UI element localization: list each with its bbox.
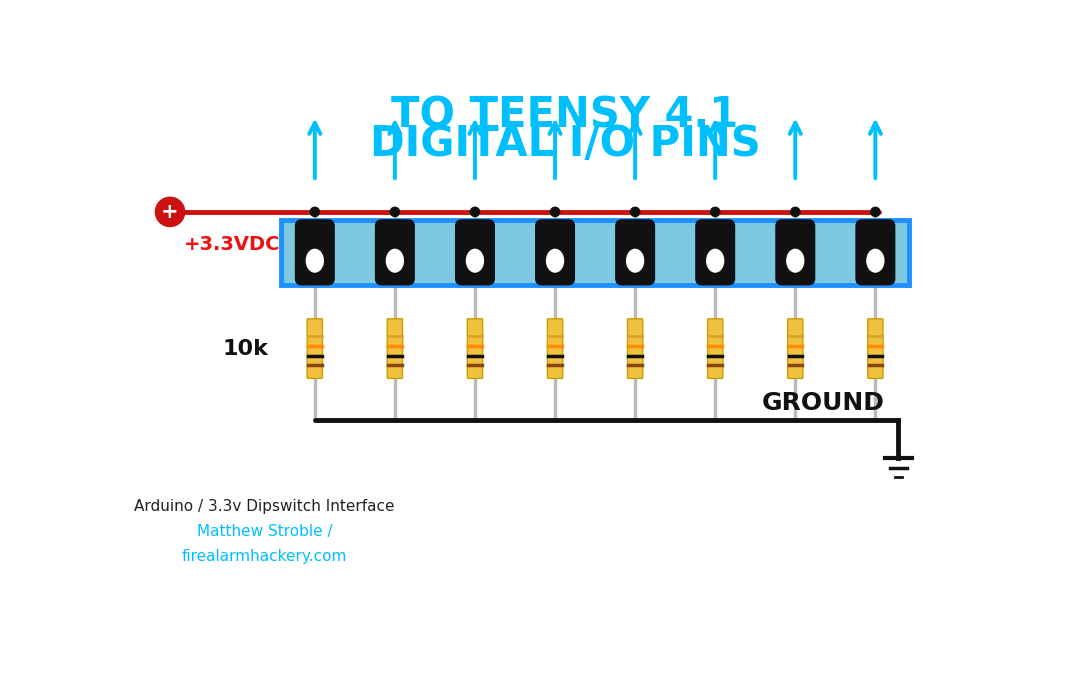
Circle shape: [310, 207, 320, 217]
Ellipse shape: [786, 248, 805, 273]
Circle shape: [791, 207, 800, 217]
FancyBboxPatch shape: [787, 319, 802, 379]
Ellipse shape: [706, 248, 725, 273]
Text: DIGITAL I/O PINS: DIGITAL I/O PINS: [369, 124, 760, 165]
Circle shape: [156, 197, 185, 227]
FancyBboxPatch shape: [707, 319, 723, 379]
Text: 10k: 10k: [222, 339, 269, 358]
Circle shape: [631, 207, 639, 217]
Circle shape: [551, 207, 559, 217]
Ellipse shape: [386, 248, 404, 273]
FancyBboxPatch shape: [855, 219, 895, 286]
Circle shape: [870, 207, 880, 217]
Circle shape: [470, 207, 480, 217]
Text: GROUND: GROUND: [761, 392, 885, 415]
Bar: [281, 219, 909, 285]
FancyBboxPatch shape: [295, 219, 335, 286]
FancyBboxPatch shape: [388, 319, 403, 379]
Text: firealarmhackery.com: firealarmhackery.com: [183, 549, 348, 564]
FancyBboxPatch shape: [307, 319, 323, 379]
FancyBboxPatch shape: [548, 319, 563, 379]
Text: TO TEENSY 4.1: TO TEENSY 4.1: [391, 94, 739, 136]
FancyBboxPatch shape: [867, 319, 883, 379]
Text: Arduino / 3.3v Dipswitch Interface: Arduino / 3.3v Dipswitch Interface: [135, 500, 395, 514]
Ellipse shape: [626, 248, 645, 273]
FancyBboxPatch shape: [468, 319, 483, 379]
Text: +3.3VDC: +3.3VDC: [184, 235, 281, 254]
FancyBboxPatch shape: [375, 219, 415, 286]
Circle shape: [390, 207, 400, 217]
FancyBboxPatch shape: [616, 219, 656, 286]
FancyBboxPatch shape: [535, 219, 575, 286]
Text: +: +: [161, 202, 179, 222]
FancyBboxPatch shape: [696, 219, 735, 286]
Circle shape: [711, 207, 719, 217]
Ellipse shape: [465, 248, 484, 273]
FancyBboxPatch shape: [627, 319, 643, 379]
Text: Matthew Stroble /: Matthew Stroble /: [197, 524, 333, 539]
Ellipse shape: [866, 248, 885, 273]
FancyBboxPatch shape: [775, 219, 815, 286]
Ellipse shape: [545, 248, 564, 273]
Ellipse shape: [306, 248, 324, 273]
FancyBboxPatch shape: [455, 219, 495, 286]
